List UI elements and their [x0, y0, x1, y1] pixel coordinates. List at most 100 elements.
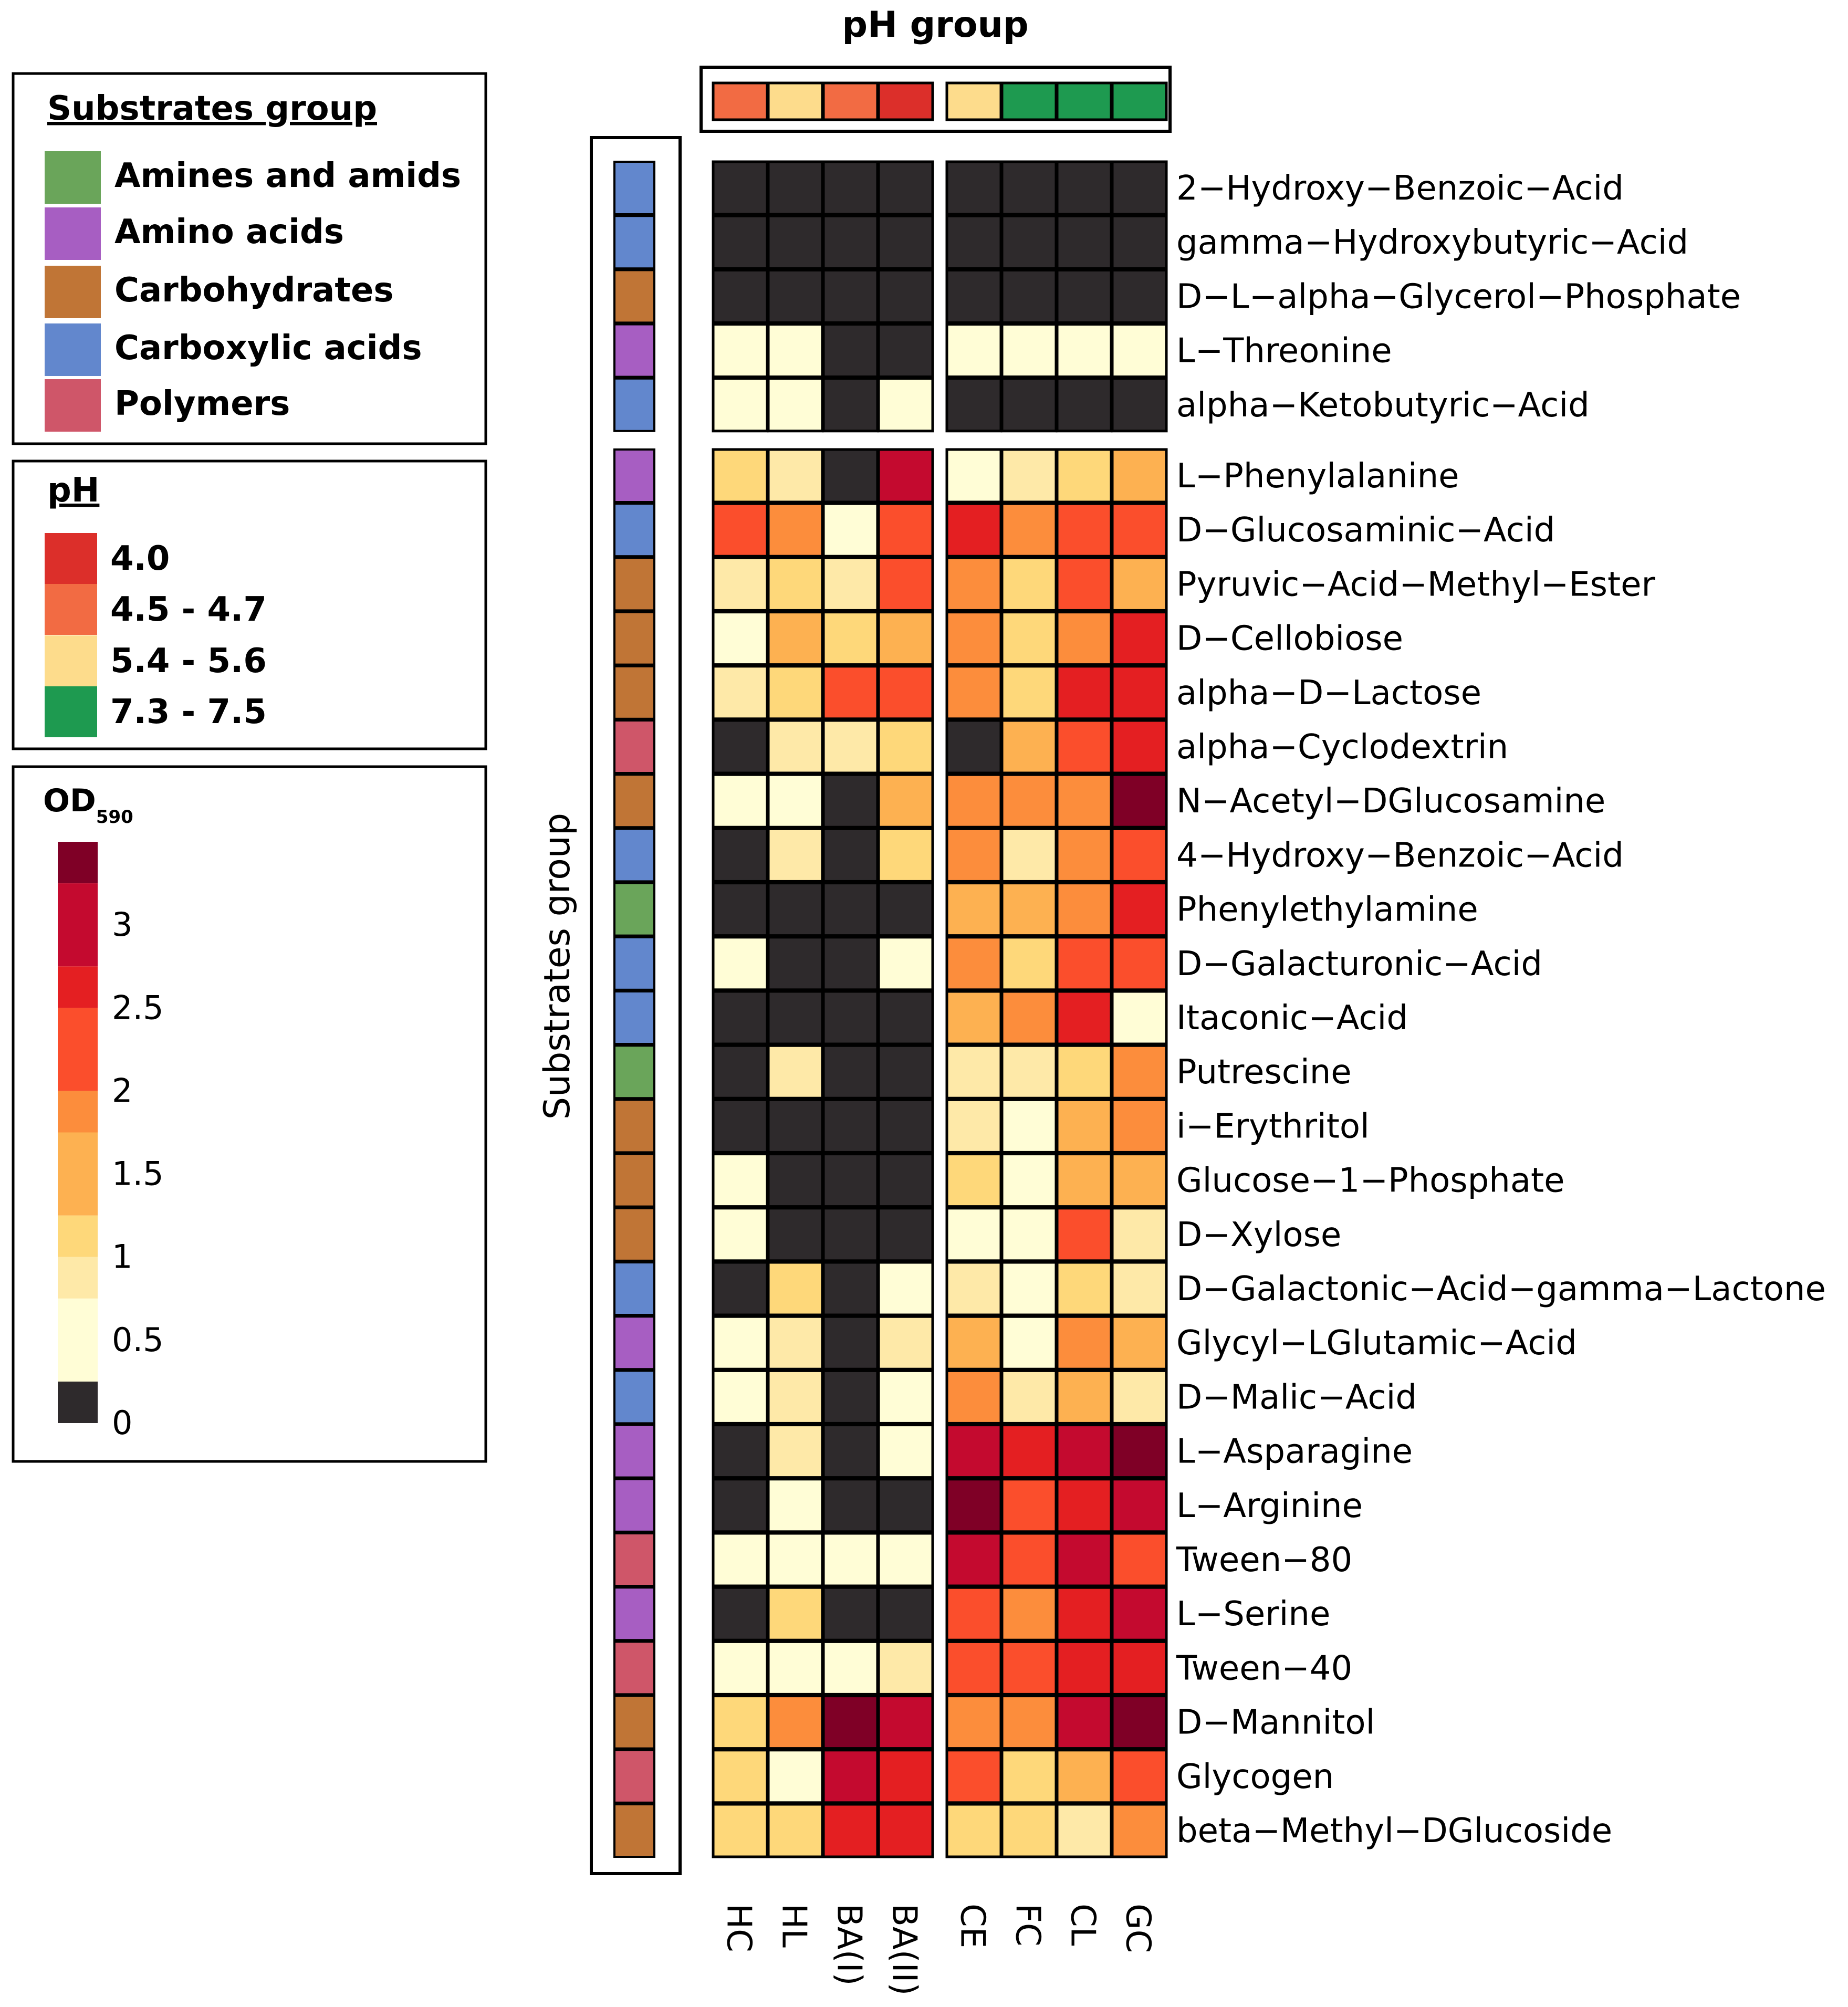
heatmap-cell — [822, 1424, 879, 1479]
heatmap-cell — [1000, 827, 1058, 883]
heatmap-cell — [945, 1749, 1003, 1804]
legend-od-tick: 0.5 — [112, 1321, 164, 1359]
legend-od-bin — [58, 1257, 98, 1299]
heatmap-cell — [822, 665, 879, 720]
heatmap-cell — [877, 214, 934, 270]
heatmap-cell — [1111, 1261, 1168, 1316]
heatmap-cell — [1111, 1640, 1168, 1696]
heatmap-cell — [822, 611, 879, 666]
row-label: D−Cellobiose — [1176, 620, 1403, 658]
row-label: alpha−Cyclodextrin — [1176, 728, 1508, 767]
heatmap-cell — [712, 1315, 769, 1371]
heatmap-cell — [1056, 1098, 1113, 1154]
heatmap-cell — [822, 1803, 879, 1858]
heatmap-cell — [1111, 214, 1168, 270]
heatmap-cell — [1111, 1315, 1168, 1371]
heatmap-cell — [767, 1153, 824, 1208]
heatmap-cell — [712, 1424, 769, 1479]
heatmap-cell — [1000, 773, 1058, 829]
heatmap-cell — [1000, 1424, 1058, 1479]
legend-substrate-label: Carbohydrates — [114, 271, 393, 310]
ph-group-cell — [1111, 81, 1168, 121]
row-label: Glycogen — [1176, 1758, 1334, 1796]
heatmap-cell — [1056, 1803, 1113, 1858]
column-label: CL — [1063, 1904, 1102, 1946]
heatmap-cell — [1000, 1315, 1058, 1371]
heatmap-cell — [1000, 1640, 1058, 1696]
heatmap-cell — [945, 1369, 1003, 1425]
substrate-group-cell — [613, 1424, 655, 1479]
heatmap-cell — [822, 268, 879, 324]
heatmap-cell — [1111, 556, 1168, 612]
heatmap-cell — [1056, 1207, 1113, 1262]
heatmap-cell — [877, 665, 934, 720]
heatmap-cell — [767, 377, 824, 433]
row-label: Tween−80 — [1176, 1541, 1352, 1580]
heatmap-cell — [945, 160, 1003, 216]
heatmap-cell — [1056, 1369, 1113, 1425]
heatmap-cell — [767, 1424, 824, 1479]
heatmap-cell — [945, 448, 1003, 504]
heatmap-cell — [822, 936, 879, 991]
heatmap-cell — [712, 556, 769, 612]
heatmap-cell — [1000, 719, 1058, 775]
heatmap-cell — [1000, 1261, 1058, 1316]
heatmap-cell — [767, 719, 824, 775]
legend-od-bin — [58, 966, 98, 1008]
heatmap-cell — [1111, 323, 1168, 379]
legend-ph-label: 7.3 - 7.5 — [110, 693, 267, 731]
heatmap-cell — [945, 214, 1003, 270]
legend-od: OD590 0 0.5 1 1.5 2 2.5 3 — [12, 765, 487, 1463]
heatmap-cell — [767, 268, 824, 324]
heatmap-cell — [822, 1532, 879, 1587]
heatmap-cell — [877, 160, 934, 216]
heatmap-cell — [767, 1261, 824, 1316]
heatmap-cell — [712, 1261, 769, 1316]
heatmap-cell — [945, 719, 1003, 775]
column-label: HC — [719, 1904, 758, 1952]
heatmap-cell — [877, 1207, 934, 1262]
heatmap-cell — [1111, 827, 1168, 883]
heatmap-cell — [822, 1369, 879, 1425]
row-label: 4−Hydroxy−Benzoic−Acid — [1176, 836, 1624, 875]
heatmap-cell — [712, 1695, 769, 1750]
heatmap-cell — [877, 827, 934, 883]
heatmap-cell — [822, 773, 879, 829]
heatmap-cell — [877, 990, 934, 1046]
legend-od-bin — [58, 1215, 98, 1257]
legend-od-bin — [58, 1298, 98, 1382]
heatmap-cell — [1111, 448, 1168, 504]
heatmap-cell — [877, 1695, 934, 1750]
substrate-group-cell — [613, 665, 655, 720]
substrate-group-cell — [613, 503, 655, 558]
heatmap-cell — [767, 990, 824, 1046]
ph-group-cell — [767, 81, 824, 121]
heatmap-cell — [767, 611, 824, 666]
heatmap-cell — [712, 448, 769, 504]
heatmap-cell — [767, 1695, 824, 1750]
heatmap-cell — [945, 665, 1003, 720]
heatmap-cell — [712, 323, 769, 379]
ph-group-title: pH group — [842, 4, 1028, 46]
heatmap-cell — [767, 1749, 824, 1804]
legend-od-tick: 1.5 — [112, 1155, 164, 1193]
heatmap-cell — [1056, 377, 1113, 433]
legend-substrate-label: Polymers — [114, 384, 290, 423]
row-label: L−Phenylalanine — [1176, 457, 1459, 496]
legend-ph-swatch — [45, 686, 97, 737]
heatmap-cell — [712, 1207, 769, 1262]
heatmap-cell — [822, 1478, 879, 1533]
heatmap-cell — [712, 936, 769, 991]
heatmap-cell — [712, 1153, 769, 1208]
heatmap-cell — [712, 502, 769, 558]
ph-group-cell — [945, 81, 1003, 121]
heatmap-cell — [1000, 990, 1058, 1046]
column-label: FC — [1008, 1904, 1047, 1947]
row-label: Putrescine — [1176, 1053, 1352, 1092]
heatmap-cell — [1056, 1749, 1113, 1804]
heatmap-cell — [767, 1315, 824, 1371]
legend-substrate-swatch — [45, 266, 101, 318]
legend-od-bin — [58, 842, 98, 884]
heatmap-cell — [822, 882, 879, 937]
heatmap-cell — [1111, 719, 1168, 775]
